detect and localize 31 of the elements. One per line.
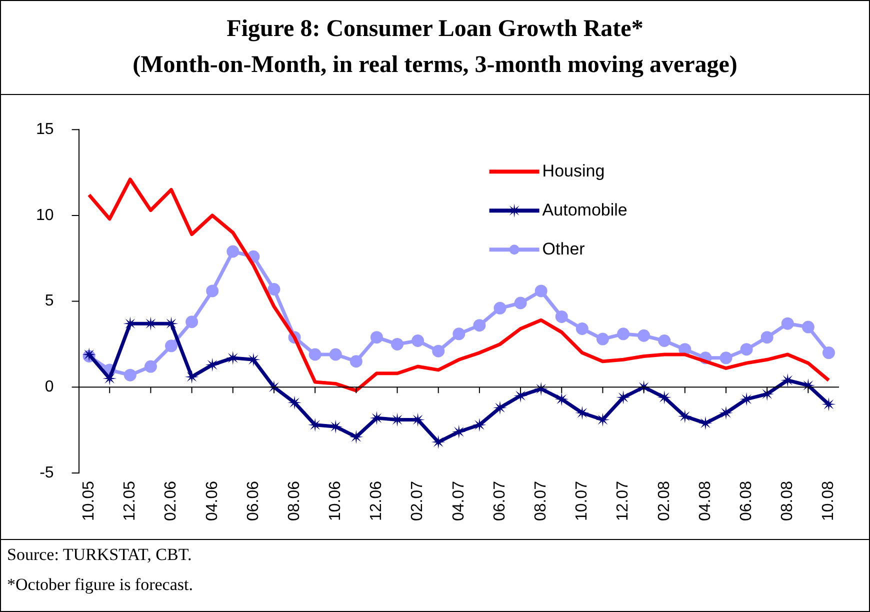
x-tick-label: 08.08 bbox=[779, 480, 796, 522]
x-tick-label: 08.06 bbox=[286, 480, 303, 522]
chart-title: Figure 8: Consumer Loan Growth Rate* bbox=[226, 15, 644, 44]
text: *October figure is forecast. bbox=[7, 574, 194, 596]
x-tick-label: 06.06 bbox=[244, 480, 262, 522]
y-tick-label: -5 bbox=[40, 464, 54, 482]
source-note: Source: TURKSTAT, CBT. bbox=[7, 544, 193, 566]
y-tick-label: 15 bbox=[36, 121, 54, 138]
x-tick-label: 10.06 bbox=[327, 480, 344, 522]
x-tick-label: 12.05 bbox=[122, 480, 139, 522]
x-tick-label: 10.08 bbox=[820, 480, 838, 522]
x-tick-label: 12.07 bbox=[614, 480, 632, 522]
y-tick-label: 10 bbox=[36, 206, 54, 224]
x-tick-label: 08.07 bbox=[532, 480, 550, 522]
legend-label: Housing bbox=[542, 161, 605, 180]
x-tick-label: 06.07 bbox=[491, 480, 508, 522]
y-tick-label: 5 bbox=[44, 292, 54, 310]
chart-subtitle: (Month-on-Month, in real terms, 3-month moving average) bbox=[132, 51, 738, 80]
x-tick-label: 02.06 bbox=[162, 480, 180, 522]
x-tick-label: 04.08 bbox=[696, 480, 714, 522]
x-tick-label: 12.06 bbox=[368, 480, 386, 522]
x-tick-label: 10.07 bbox=[574, 480, 591, 522]
x-tick-label: 10.05 bbox=[80, 480, 98, 522]
legend-label: Automobile bbox=[542, 200, 628, 220]
x-tick-label: 02.07 bbox=[409, 480, 426, 522]
x-tick-label: 04.07 bbox=[450, 480, 468, 522]
y-tick-label: 0 bbox=[44, 378, 54, 396]
legend-label: Other bbox=[542, 239, 586, 258]
x-tick-label: 02.08 bbox=[656, 480, 673, 522]
x-tick-label: 04.06 bbox=[204, 480, 221, 522]
x-tick-label: 06.08 bbox=[738, 480, 755, 522]
